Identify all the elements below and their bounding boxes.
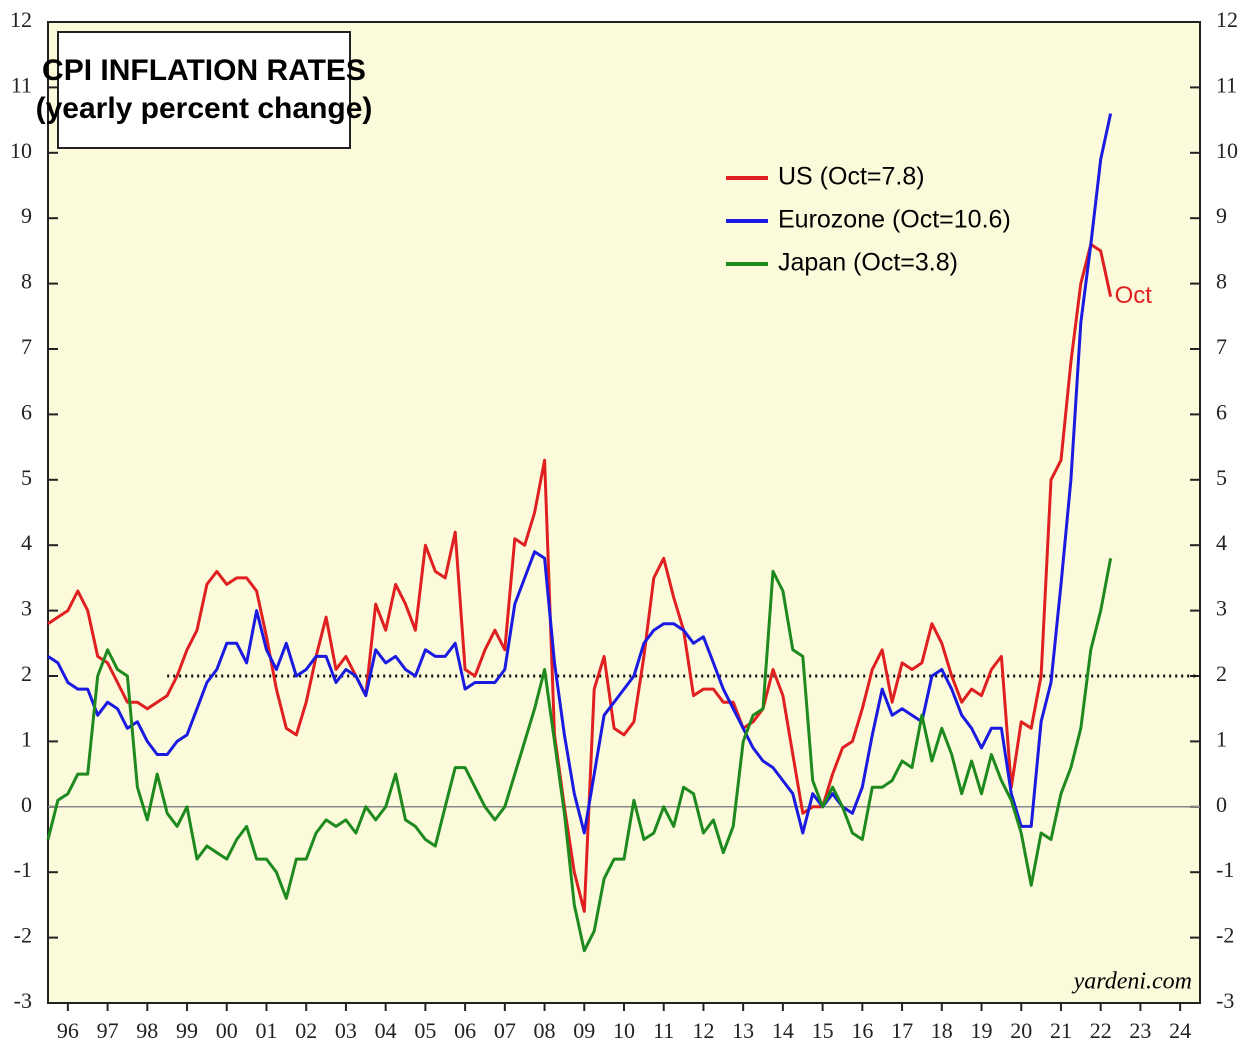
x-tick-label: 02 — [295, 1018, 317, 1043]
y-tick-label-right: 0 — [1216, 792, 1227, 817]
y-tick-label: 3 — [21, 596, 32, 621]
y-tick-label-right: 11 — [1216, 72, 1237, 97]
y-tick-label: -2 — [14, 923, 32, 948]
plot-area — [47, 21, 1201, 1004]
y-tick-label: 9 — [21, 203, 32, 228]
y-tick-label: 12 — [10, 7, 32, 32]
y-tick-label-right: 2 — [1216, 661, 1227, 686]
x-tick-label: 98 — [136, 1018, 158, 1043]
y-tick-label-right: 9 — [1216, 203, 1227, 228]
y-tick-label: 6 — [21, 399, 32, 424]
x-tick-label: 15 — [812, 1018, 834, 1043]
title-box — [57, 31, 351, 149]
series-line — [47, 242, 1113, 913]
chart-subtitle: (yearly percent change) — [36, 92, 373, 125]
x-tick-label: 17 — [891, 1018, 913, 1043]
legend-label: US (Oct=7.8) — [778, 163, 925, 191]
y-tick-label-right: 6 — [1216, 399, 1227, 424]
chart-title: CPI INFLATION RATES — [42, 54, 366, 87]
x-tick-label: 01 — [255, 1018, 277, 1043]
y-tick-label: -3 — [14, 988, 32, 1013]
x-tick-label: 10 — [613, 1018, 635, 1043]
x-tick-label: 21 — [1050, 1018, 1072, 1043]
y-tick-label-right: 1 — [1216, 726, 1227, 751]
y-tick-label: 10 — [10, 138, 32, 163]
x-tick-label: 12 — [692, 1018, 714, 1043]
y-tick-label: 1 — [21, 726, 32, 751]
legend-label: Japan (Oct=3.8) — [778, 249, 958, 277]
y-tick-label: -1 — [14, 857, 32, 882]
y-tick-label: 5 — [21, 465, 32, 490]
x-tick-label: 99 — [176, 1018, 198, 1043]
x-tick-label: 03 — [335, 1018, 357, 1043]
source: yardeni.com — [1072, 969, 1192, 995]
series-line — [46, 558, 1113, 953]
x-tick-label: 97 — [97, 1018, 119, 1043]
y-tick-label-right: 7 — [1216, 334, 1227, 359]
y-tick-label-right: -3 — [1216, 988, 1234, 1013]
y-tick-label: 7 — [21, 334, 32, 359]
y-tick-label-right: -2 — [1216, 923, 1234, 948]
x-tick-label: 22 — [1090, 1018, 1112, 1043]
y-tick-label: 4 — [21, 530, 32, 555]
x-tick-label: 13 — [732, 1018, 754, 1043]
x-tick-label: 16 — [851, 1018, 873, 1043]
y-tick-label-right: 8 — [1216, 269, 1227, 294]
x-tick-label: 20 — [1010, 1018, 1032, 1043]
x-tick-label: 05 — [414, 1018, 436, 1043]
x-tick-label: 08 — [534, 1018, 556, 1043]
x-tick-label: 04 — [375, 1018, 397, 1043]
y-tick-label: 11 — [11, 72, 32, 97]
x-tick-label: 07 — [494, 1018, 516, 1043]
y-tick-label: 0 — [21, 792, 32, 817]
x-tick-label: 11 — [653, 1018, 674, 1043]
legend-label: Eurozone (Oct=10.6) — [778, 206, 1011, 234]
x-tick-label: 14 — [772, 1018, 794, 1043]
x-tick-label: 19 — [971, 1018, 993, 1043]
y-tick-label-right: 3 — [1216, 596, 1227, 621]
x-tick-label: 06 — [454, 1018, 476, 1043]
y-tick-label-right: -1 — [1216, 857, 1234, 882]
x-tick-label: 96 — [57, 1018, 79, 1043]
x-tick-label: 24 — [1169, 1018, 1191, 1043]
x-tick-label: 00 — [216, 1018, 238, 1043]
x-tick-label: 18 — [931, 1018, 953, 1043]
annotation: Oct — [1115, 282, 1153, 309]
y-tick-label-right: 10 — [1216, 138, 1238, 163]
y-tick-label-right: 12 — [1216, 7, 1238, 32]
y-tick-label-right: 4 — [1216, 530, 1227, 555]
y-tick-label: 8 — [21, 269, 32, 294]
y-tick-label: 2 — [21, 661, 32, 686]
x-tick-label: 09 — [573, 1018, 595, 1043]
series-line — [47, 113, 1113, 835]
x-tick-label: 23 — [1129, 1018, 1151, 1043]
y-tick-label-right: 5 — [1216, 465, 1227, 490]
